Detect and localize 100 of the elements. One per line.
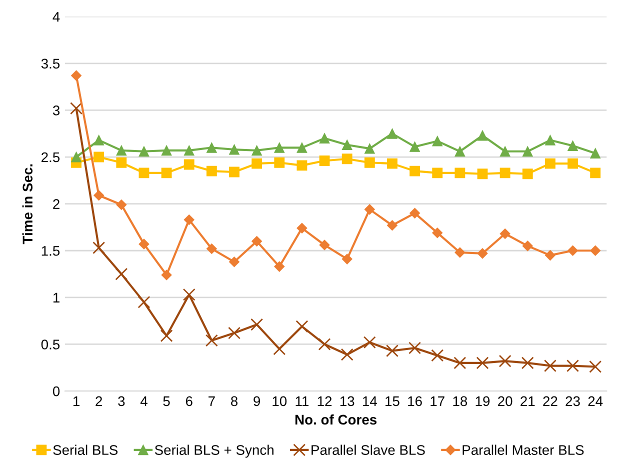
x-tick-label: 20 — [498, 396, 512, 406]
x-tick-label: 19 — [476, 396, 490, 406]
point — [342, 154, 352, 164]
point — [364, 157, 375, 168]
point — [521, 356, 534, 370]
point — [500, 146, 510, 157]
point — [206, 142, 217, 153]
point — [92, 242, 106, 254]
point — [363, 336, 376, 349]
point — [340, 348, 354, 361]
x-tick-label: 22 — [543, 396, 558, 406]
point — [71, 70, 82, 81]
point — [590, 245, 601, 256]
point — [544, 134, 556, 146]
point — [477, 130, 488, 141]
x-tick-label: 18 — [453, 396, 468, 406]
point — [387, 128, 398, 139]
point — [544, 360, 556, 372]
point — [432, 168, 443, 178]
point — [182, 288, 196, 301]
point — [273, 342, 286, 356]
point — [386, 344, 398, 358]
x-tick-label: 11 — [296, 396, 308, 406]
point — [454, 356, 466, 370]
point — [138, 238, 150, 250]
x-tick-label: 14 — [362, 396, 377, 406]
point — [138, 296, 150, 308]
x-tick-label: 10 — [272, 396, 287, 406]
point — [228, 256, 240, 268]
y-tick-label: 2 — [53, 199, 60, 209]
x-tick-label: 21 — [520, 396, 535, 406]
point — [94, 190, 104, 201]
point — [408, 342, 422, 354]
point — [477, 168, 488, 180]
point — [454, 168, 466, 178]
x-tick-label: 15 — [386, 396, 400, 406]
point — [342, 140, 352, 150]
point — [590, 168, 601, 178]
x-tick-label: 2 — [96, 396, 102, 406]
point — [568, 158, 578, 169]
point — [318, 338, 331, 350]
x-tick-label: 24 — [588, 396, 603, 406]
y-tick-label: 1 — [53, 292, 60, 302]
point — [296, 222, 308, 234]
point — [161, 270, 172, 280]
point — [319, 156, 330, 166]
point — [252, 145, 262, 156]
point — [206, 166, 217, 176]
point — [229, 166, 240, 178]
point — [184, 159, 194, 170]
y-tick-label: 0 — [52, 386, 60, 396]
legend-label: Parallel Slave BLS — [312, 444, 425, 455]
point — [410, 142, 420, 152]
point — [116, 157, 127, 168]
point — [296, 142, 308, 153]
x-tick-label: 9 — [254, 396, 260, 406]
point — [274, 261, 285, 272]
point — [454, 247, 466, 258]
y-tick-label: 2.5 — [42, 152, 60, 162]
point — [115, 268, 128, 280]
x-tick-label: 17 — [430, 396, 444, 406]
point — [252, 158, 262, 169]
point — [205, 334, 218, 347]
point — [386, 220, 398, 231]
point — [500, 168, 510, 178]
point — [364, 143, 375, 154]
x-tick-label: 5 — [163, 396, 170, 406]
point — [296, 320, 308, 333]
point — [522, 146, 533, 157]
x-tick-label: 16 — [408, 396, 422, 406]
point — [590, 148, 601, 158]
legend-label: Parallel Master BLS — [462, 444, 584, 455]
point — [161, 168, 172, 178]
point — [364, 204, 375, 215]
point — [476, 356, 489, 370]
y-tick-label: 3.5 — [41, 58, 60, 69]
point — [184, 145, 194, 156]
point — [568, 140, 578, 151]
point — [500, 228, 510, 240]
point — [70, 102, 83, 115]
point — [522, 240, 533, 252]
point — [229, 144, 240, 155]
point — [498, 354, 512, 368]
point — [454, 146, 466, 157]
y-tick-label: 3 — [52, 106, 60, 116]
point — [568, 245, 578, 256]
point — [522, 168, 533, 180]
point — [138, 168, 150, 178]
legend-label: Serial BLS — [53, 444, 118, 455]
x-tick-label: 1 — [73, 396, 80, 406]
y-axis-title: Time in Sec. — [22, 164, 33, 244]
x-tick-label: 4 — [140, 396, 148, 406]
y-tick-label: 0.5 — [41, 340, 60, 350]
point — [544, 158, 556, 169]
point — [94, 134, 104, 146]
x-tick-label: 12 — [318, 396, 332, 406]
point — [252, 236, 262, 247]
x-tick-label: 23 — [566, 396, 580, 406]
point — [160, 330, 173, 342]
point — [566, 360, 580, 372]
